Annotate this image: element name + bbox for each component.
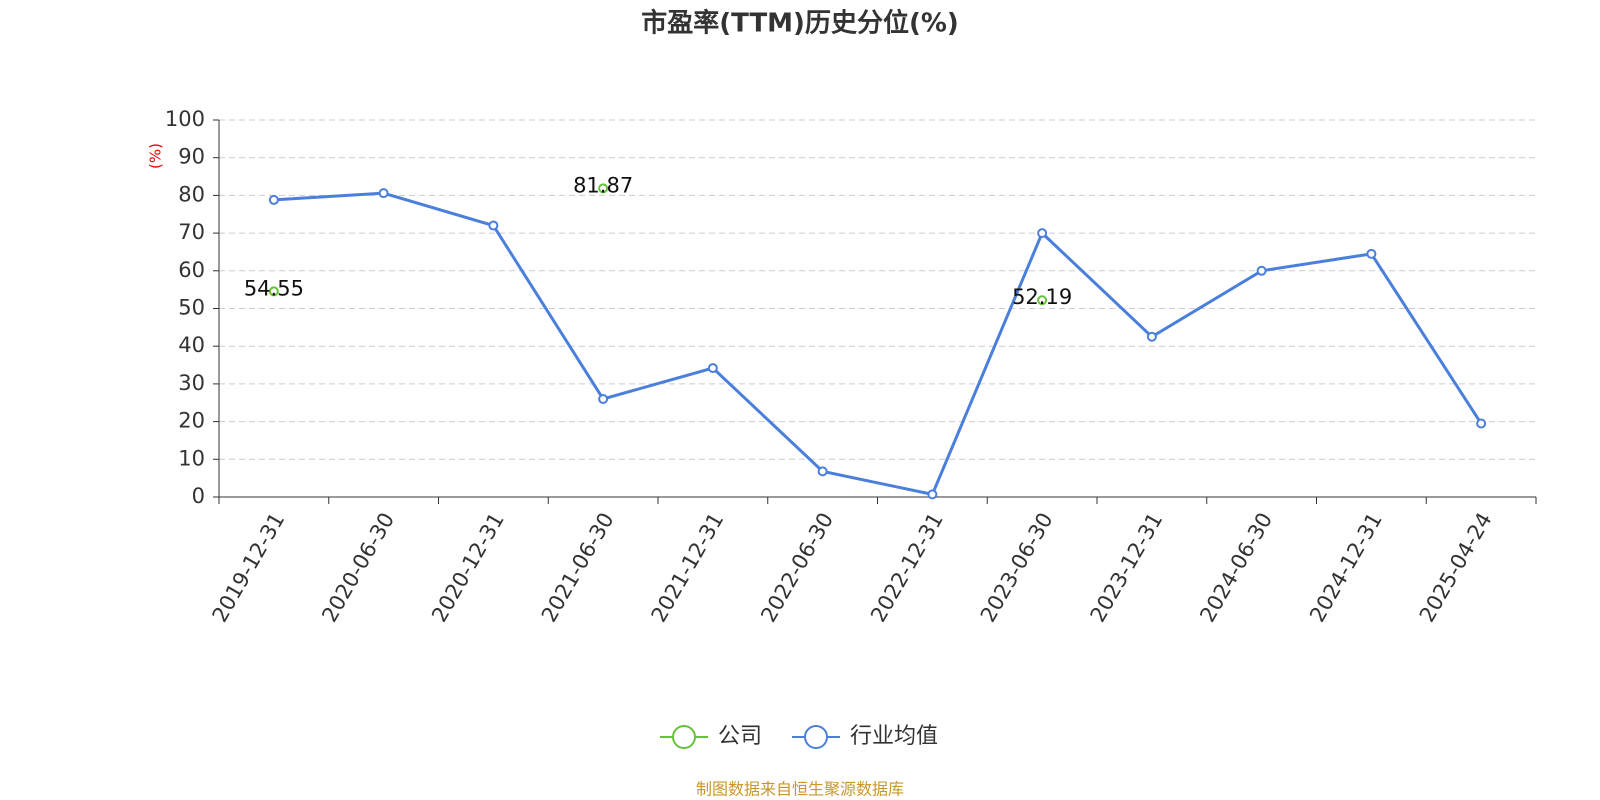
x-tick-label: 2021-12-31 [647,509,729,627]
point [1256,265,1267,276]
point [1476,418,1487,429]
point [927,489,938,500]
x-tick-label: 2021-06-30 [537,509,619,627]
y-axis-label: (%) [147,143,165,169]
y-tick-label: 40 [178,333,205,357]
data-label: 54.55 [244,276,304,300]
legend-label: 公司 [718,724,762,749]
data-label: 81.87 [573,173,633,197]
y-tick-label: 30 [178,371,205,395]
point [378,188,389,199]
y-tick-label: 50 [178,296,205,320]
point [268,286,279,297]
x-tick-label: 2025-04-24 [1415,509,1497,627]
y-tick-label: 100 [165,107,205,131]
y-tick-label: 10 [178,446,205,470]
y-tick-label: 60 [178,258,205,282]
x-tick-label: 2020-12-31 [427,509,509,627]
legend-label: 行业均值 [850,724,938,749]
y-tick-label: 0 [192,484,205,508]
legend-marker [672,725,696,749]
point [1366,248,1377,259]
x-tick-label: 2023-06-30 [976,509,1058,627]
x-tick-label: 2019-12-31 [208,509,290,627]
x-tick-label: 2024-12-31 [1305,509,1387,627]
point [598,183,609,194]
point [1037,295,1048,306]
source: 制图数据来自恒生聚源数据库 [696,780,904,799]
y-tick-label: 20 [178,409,205,433]
point [1037,228,1048,239]
y-tick-label: 70 [178,220,205,244]
x-tick-label: 2022-06-30 [756,509,838,627]
data-label: 52.19 [1012,285,1072,309]
legend-marker [804,725,829,749]
point [1146,331,1157,342]
x-tick-label: 2020-06-30 [317,509,399,627]
point [268,194,279,205]
x-tick-label: 2024-06-30 [1195,509,1277,627]
x-tick-label: 2023-12-31 [1086,509,1168,627]
chart-title: 市盈率(TTM)历史分位(%) [641,8,959,39]
point [488,220,499,231]
y-tick-label: 90 [178,145,205,169]
point [817,466,828,477]
y-tick-label: 80 [178,182,205,206]
point [598,393,609,404]
x-tick-label: 2022-12-31 [866,509,948,627]
point [707,363,718,374]
series-line [273,191,1483,497]
